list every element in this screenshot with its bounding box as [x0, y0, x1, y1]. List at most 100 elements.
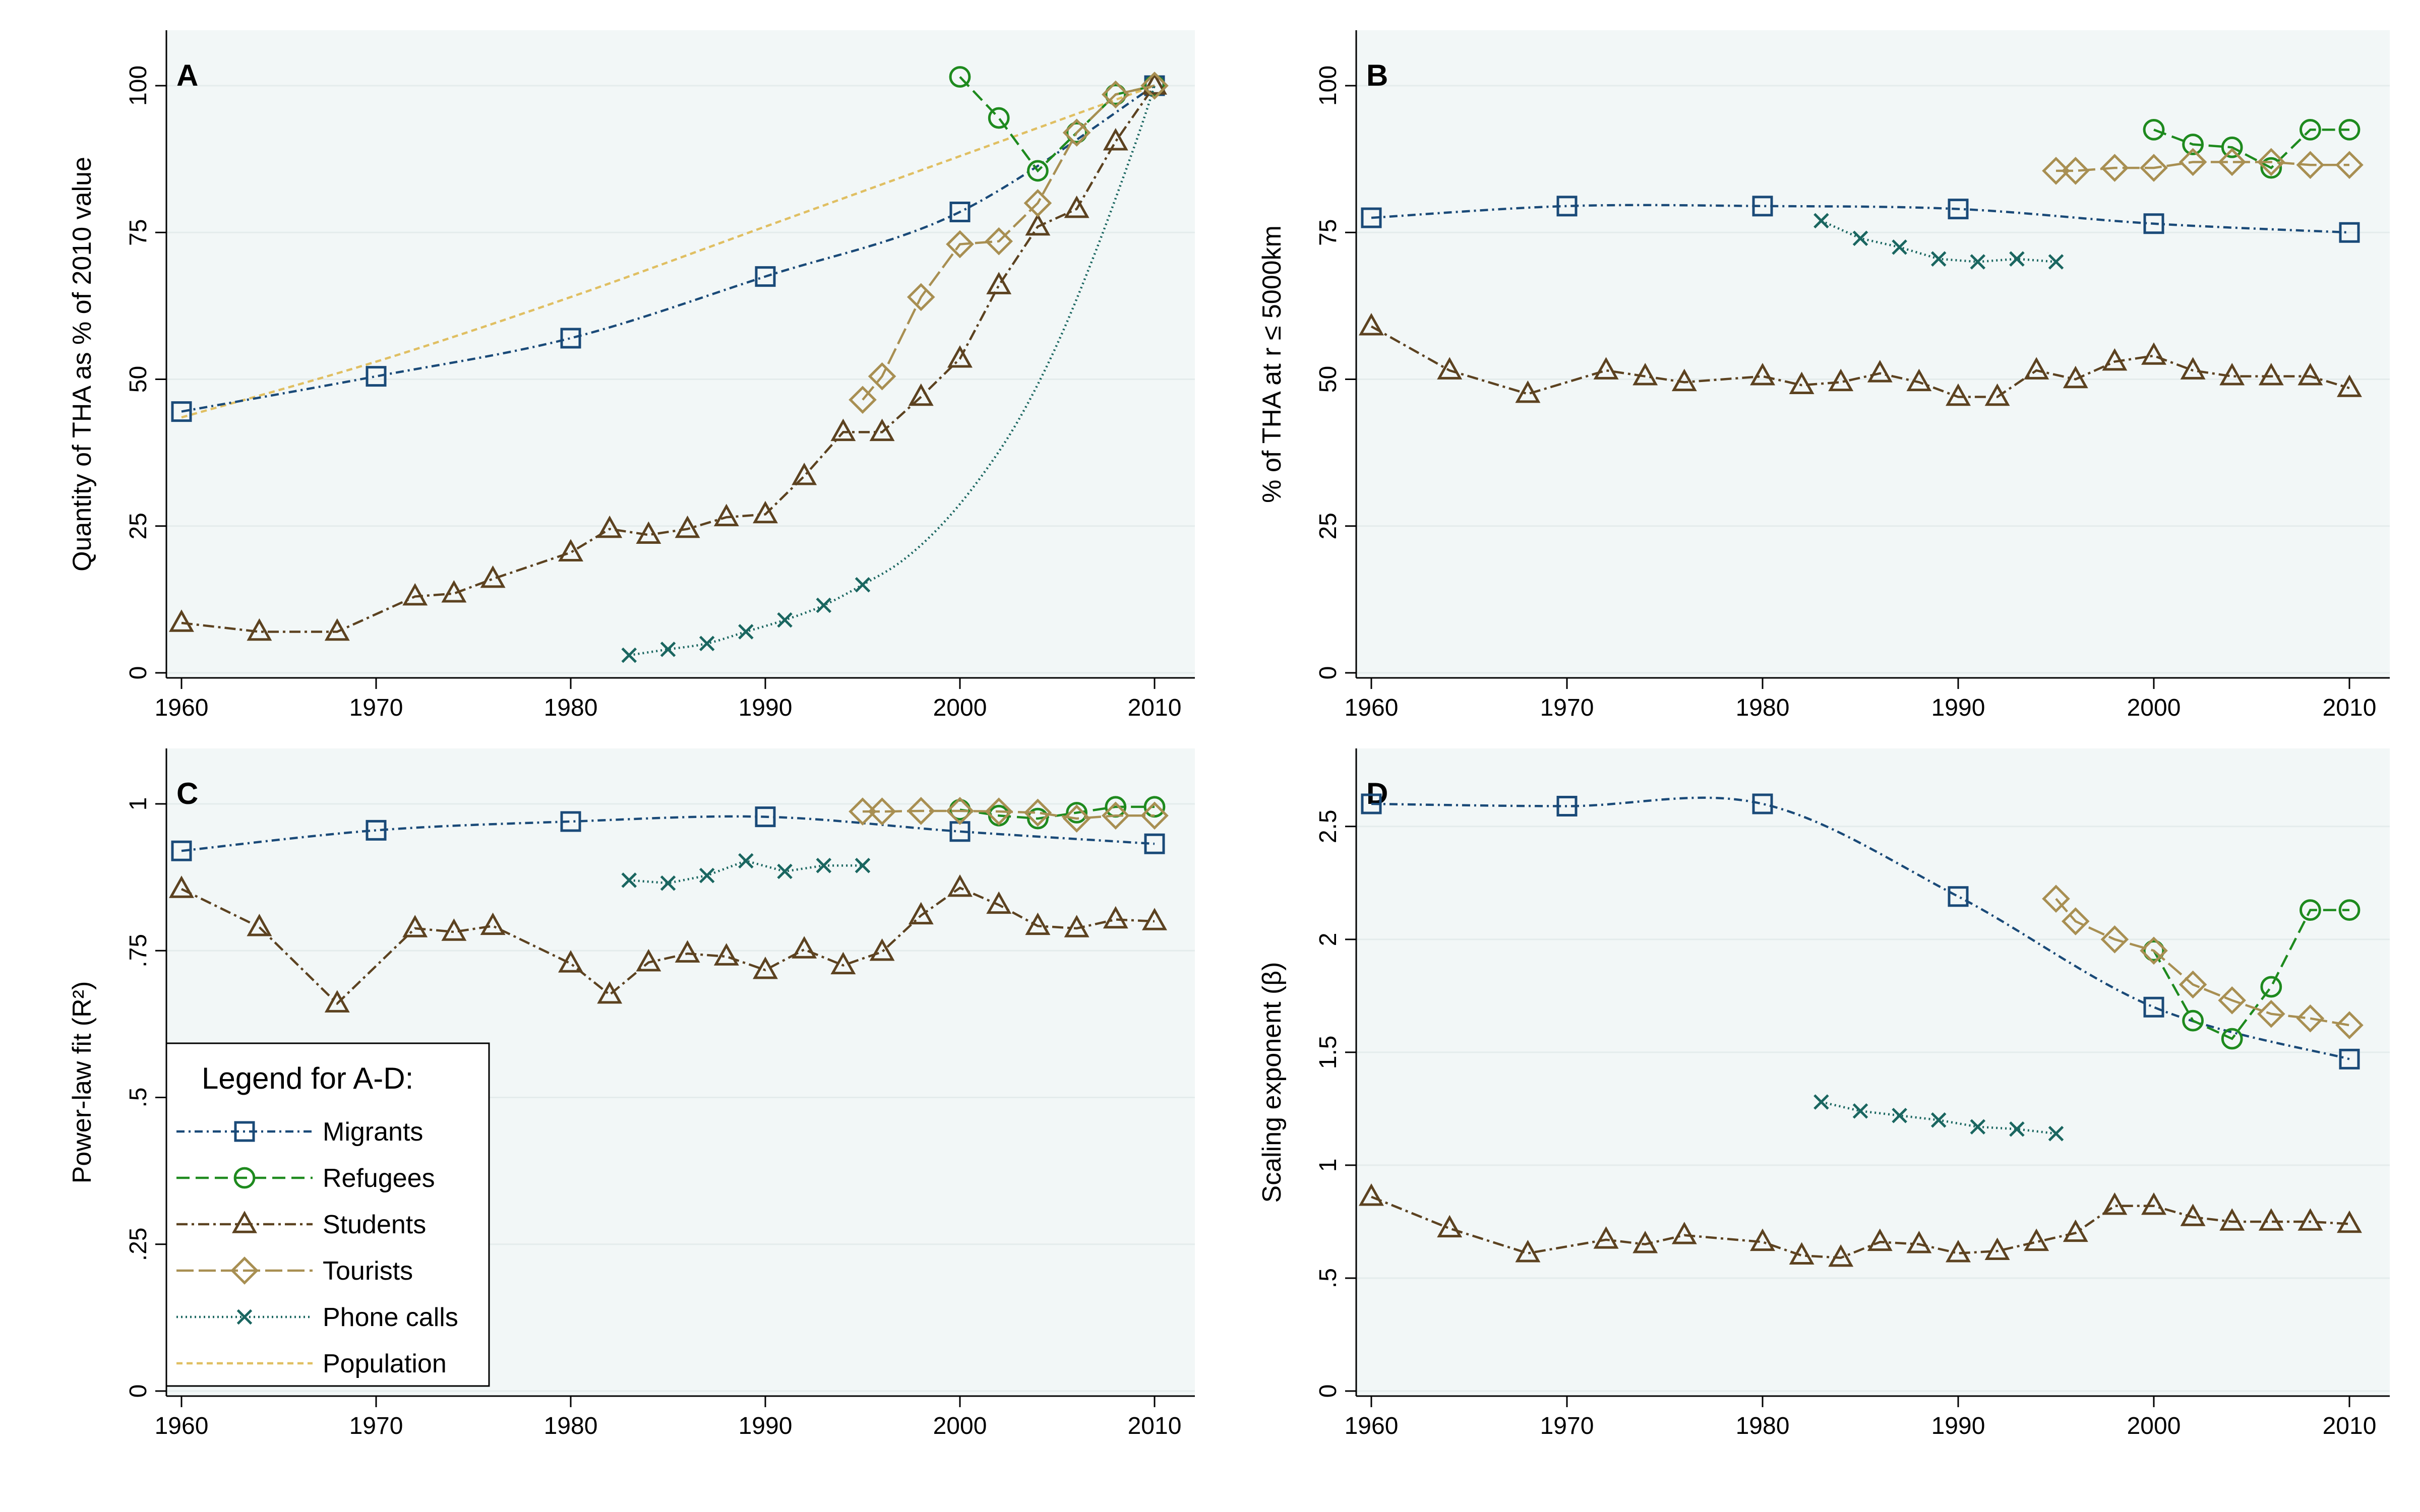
data-point [849, 797, 877, 826]
series-line [2153, 129, 2349, 169]
y-tick-label: 1 [125, 797, 152, 811]
data-point [1593, 1226, 1619, 1249]
data-point [949, 201, 971, 222]
data-point [2143, 118, 2165, 141]
legend-entry-migrants: Migrants [176, 1117, 423, 1147]
data-point [1142, 72, 1167, 95]
series-students [1359, 1183, 2362, 1267]
data-point [1752, 196, 1773, 217]
data-point [2102, 348, 2128, 371]
y-tick-label: 0 [1315, 1384, 1342, 1398]
data-point [1103, 906, 1128, 929]
y-tick-label: 1 [1315, 1159, 1342, 1172]
data-point [2140, 154, 2168, 182]
data-point [868, 362, 896, 391]
series-tourists [2042, 148, 2364, 185]
data-point [660, 642, 676, 657]
y-tick-label: 25 [1315, 513, 1342, 539]
data-point [1946, 1239, 1971, 1263]
data-point [906, 797, 935, 825]
data-point [738, 853, 754, 869]
series-phone-calls [1813, 1094, 2064, 1142]
data-point [1867, 1228, 1893, 1251]
data-point [2100, 925, 2129, 954]
legend-marker [232, 1211, 257, 1233]
data-point [1140, 801, 1169, 830]
series-line [2055, 898, 2350, 1027]
data-point [777, 612, 793, 628]
x-tick-label: 1980 [1736, 695, 1790, 721]
data-point [1025, 213, 1051, 236]
data-point [171, 401, 192, 422]
data-point [560, 811, 581, 832]
data-point [2258, 362, 2284, 386]
data-point [558, 539, 583, 561]
y-tick-label: 50 [1315, 366, 1342, 393]
legend-label: Tourists [323, 1256, 413, 1286]
data-point [2140, 936, 2168, 965]
data-point [755, 806, 776, 828]
data-point [2260, 976, 2282, 998]
y-tick-label: 0 [125, 666, 152, 680]
data-point [171, 840, 192, 861]
y-axis-title: Scaling exponent (β) [1257, 962, 1287, 1203]
data-point [946, 797, 974, 825]
series-students [169, 874, 1167, 1013]
plot-area [1356, 30, 2390, 678]
data-point [402, 915, 428, 937]
legend-marker [230, 1256, 259, 1285]
series-line [181, 815, 1155, 852]
data-point [2338, 118, 2361, 141]
data-point [441, 580, 467, 603]
data-point [2337, 1210, 2362, 1233]
y-axis-title: Quantity of THA as % of 2010 value [68, 157, 97, 572]
data-point [855, 577, 871, 593]
data-point [908, 902, 934, 925]
legend-entry-refugees: Refugees [176, 1164, 435, 1193]
series-phone-calls [1813, 213, 2064, 270]
data-point [441, 918, 467, 941]
data-point [2257, 999, 2285, 1028]
plot-area [166, 30, 1195, 678]
data-point [2218, 986, 2247, 1015]
data-point [2048, 1125, 2064, 1142]
data-point [1813, 213, 1829, 229]
legend-marker [236, 1309, 253, 1325]
data-point [2063, 365, 2088, 389]
x-tick-label: 2010 [2323, 1413, 2377, 1439]
y-tick-label: 2.5 [1315, 809, 1342, 843]
data-point [869, 418, 895, 442]
legend-entry-students: Students [176, 1210, 426, 1239]
data-point [1144, 833, 1165, 854]
data-point [1062, 804, 1091, 833]
data-point [1023, 798, 1052, 827]
data-point [1023, 189, 1052, 217]
data-point [1789, 1242, 1814, 1265]
data-point [2296, 1004, 2325, 1033]
data-point [1852, 230, 1868, 246]
legend-label: Phone calls [323, 1303, 458, 1332]
data-point [1632, 1231, 1658, 1253]
data-point [2009, 1121, 2025, 1137]
data-point [2024, 1228, 2049, 1251]
legend-marker [233, 1167, 256, 1189]
data-point [1359, 312, 1384, 336]
data-point [1867, 360, 1893, 383]
data-point [849, 386, 877, 414]
data-point [597, 515, 623, 538]
data-point [2143, 996, 2164, 1018]
data-point [1066, 121, 1088, 144]
data-point [1813, 1094, 1829, 1110]
data-point [2182, 1010, 2204, 1032]
data-point [1437, 357, 1463, 380]
data-point [1105, 84, 1127, 105]
x-tick-label: 2000 [933, 695, 987, 721]
data-point [753, 956, 778, 979]
series-line [181, 84, 1155, 419]
legend-label: Migrants [323, 1117, 423, 1147]
data-point [621, 647, 637, 663]
legend-entry-population: Population [176, 1349, 447, 1378]
data-point [2257, 148, 2285, 176]
data-point [621, 872, 637, 888]
